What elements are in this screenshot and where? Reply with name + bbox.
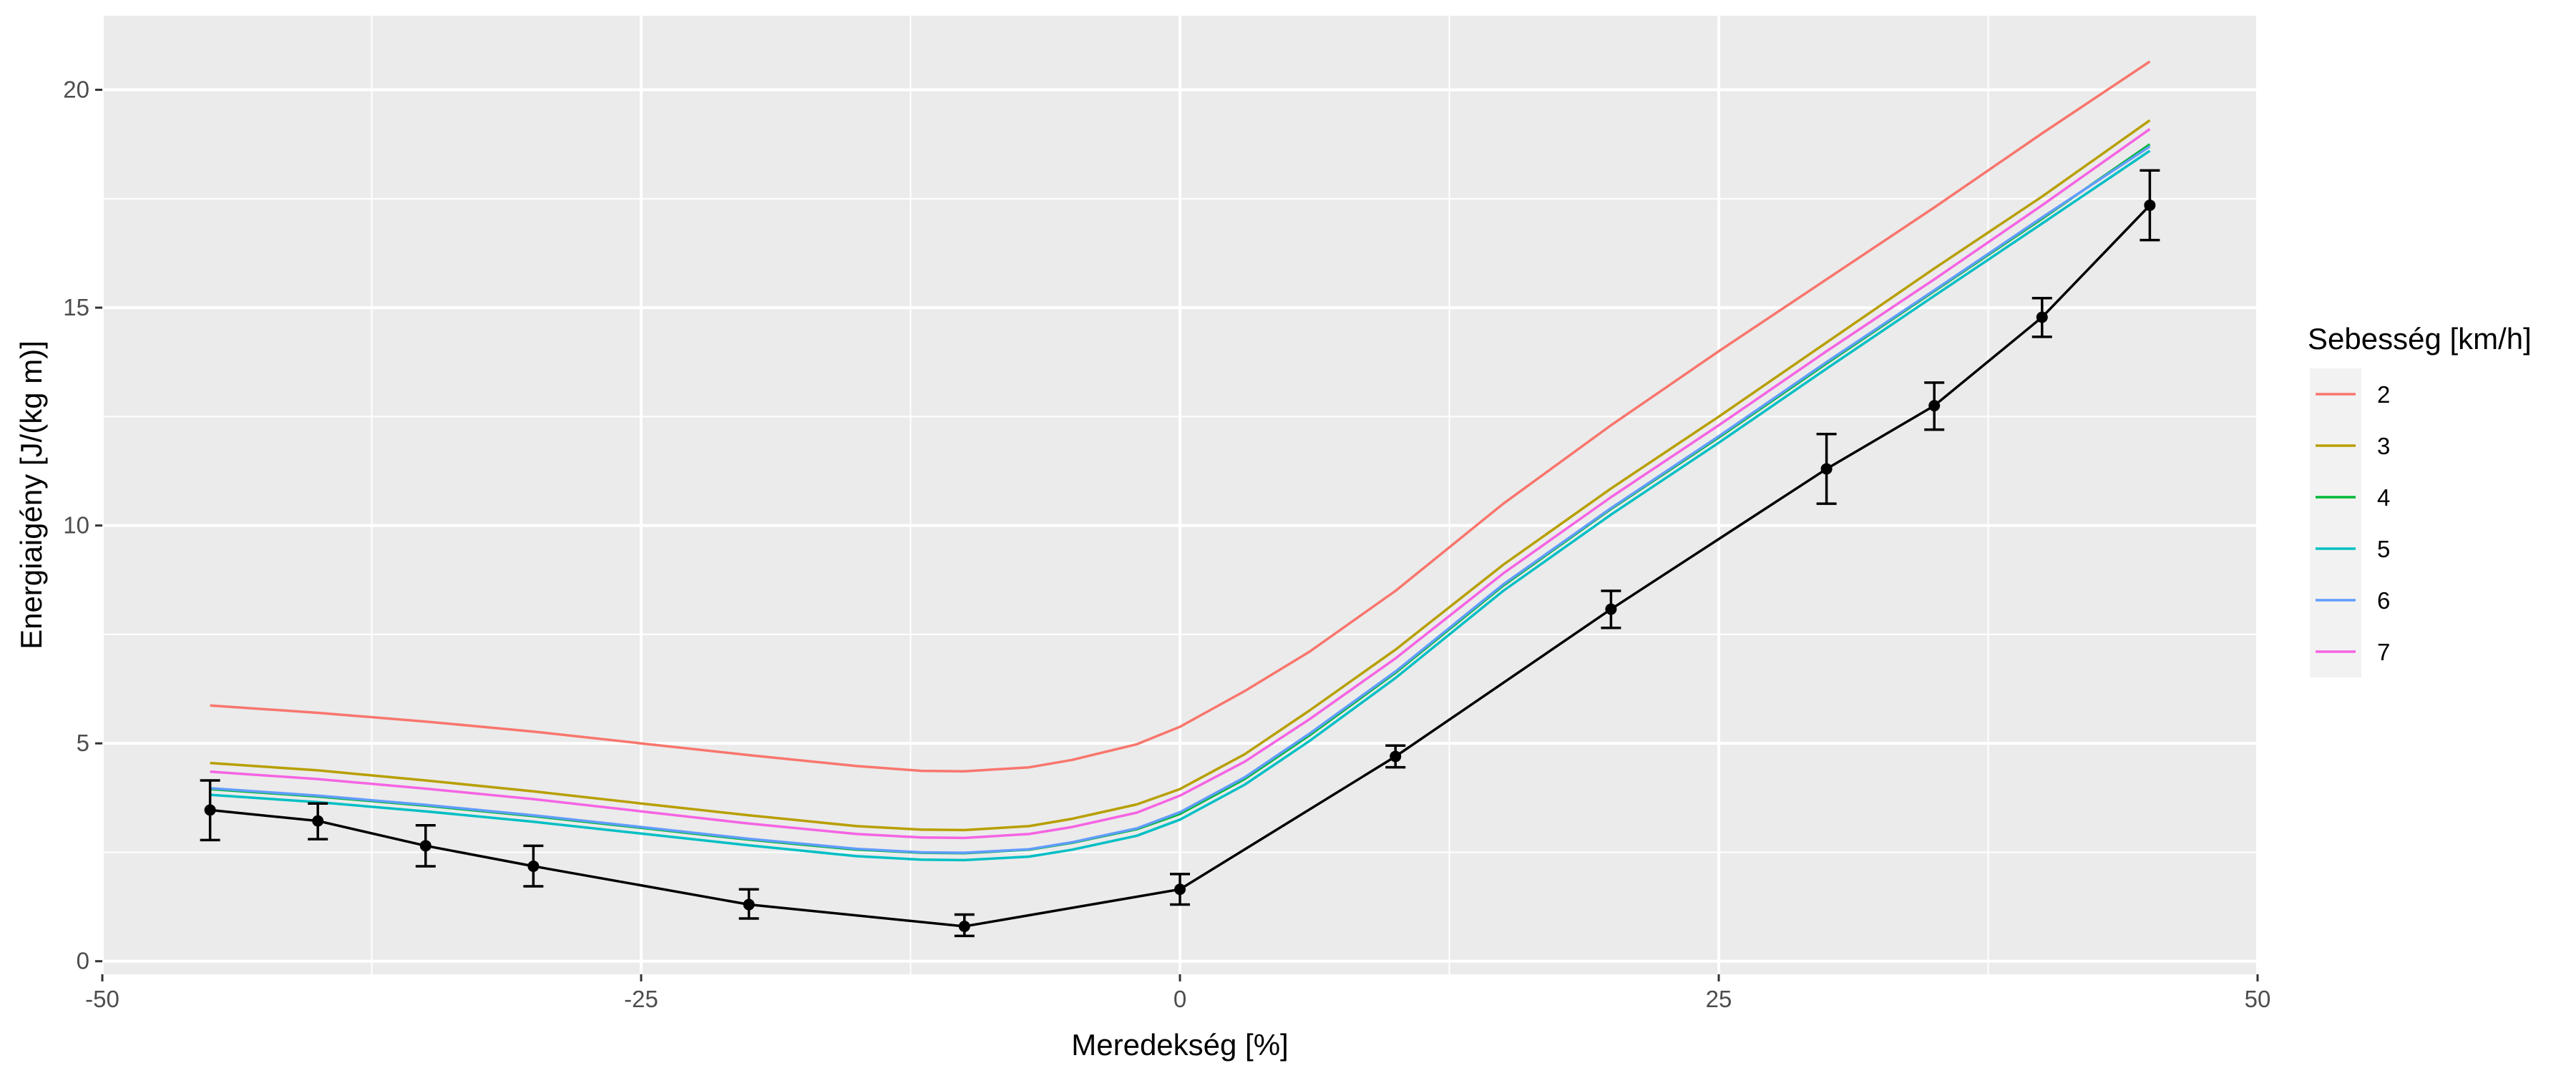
measured-series: [200, 169, 2160, 938]
x-tick-label: -50: [85, 986, 119, 1012]
x-axis: -50 -25 0 25 50: [85, 974, 2270, 1012]
measured-point: [2036, 311, 2048, 323]
legend: Sebesség [km/h] 2 3 4 5 6 7: [2308, 322, 2532, 677]
x-tick-label: 50: [2245, 986, 2271, 1012]
legend-entry-4: 4: [2316, 484, 2390, 511]
x-tick-label: -25: [624, 986, 658, 1012]
legend-label: 5: [2377, 536, 2390, 562]
measured-point: [527, 860, 540, 872]
legend-label: 7: [2377, 639, 2390, 665]
legend-entry-7: 7: [2316, 639, 2390, 665]
y-tick-label: 15: [63, 294, 89, 320]
measured-point: [1174, 883, 1186, 896]
legend-entry-5: 5: [2316, 536, 2390, 562]
measured-point: [419, 840, 431, 852]
y-tick-label: 0: [77, 948, 89, 974]
x-tick-label: 25: [1706, 986, 1732, 1012]
measured-point: [958, 921, 970, 932]
y-tick-label: 5: [77, 730, 89, 756]
x-axis-title: Meredekség [%]: [1071, 1028, 1288, 1062]
y-tick-label: 10: [63, 512, 89, 539]
x-tick-label: 0: [1174, 986, 1186, 1012]
legend-label: 2: [2377, 381, 2390, 408]
legend-entry-3: 3: [2316, 433, 2390, 459]
y-tick-label: 20: [63, 77, 89, 103]
series-line-5: [210, 150, 2151, 862]
legend-label: 4: [2377, 484, 2390, 511]
series-line-2: [210, 60, 2151, 773]
legend-label: 3: [2377, 433, 2390, 459]
series-line-3: [210, 119, 2151, 832]
model-series-lines: [210, 60, 2151, 862]
legend-entry-6: 6: [2316, 587, 2390, 614]
measured-point: [1605, 603, 1617, 615]
y-axis-title: Energiaigény [J/(kg m)]: [14, 340, 48, 650]
legend-keys: 2 3 4 5 6 7: [2310, 368, 2390, 677]
measured-point: [204, 804, 216, 816]
measured-point: [743, 898, 755, 911]
legend-label: 6: [2377, 587, 2390, 614]
y-axis: 0 5 10 15 20: [63, 77, 102, 974]
measured-point: [1390, 750, 1402, 763]
measured-point: [1820, 463, 1833, 475]
measured-point: [1928, 400, 1941, 412]
measured-point: [2144, 199, 2156, 211]
legend-key-background: [2310, 368, 2361, 677]
legend-title: Sebesség [km/h]: [2308, 322, 2532, 356]
series-line-7: [210, 127, 2151, 840]
legend-entry-2: 2: [2316, 381, 2390, 408]
measured-point: [312, 815, 324, 827]
series-line-6: [210, 145, 2151, 854]
